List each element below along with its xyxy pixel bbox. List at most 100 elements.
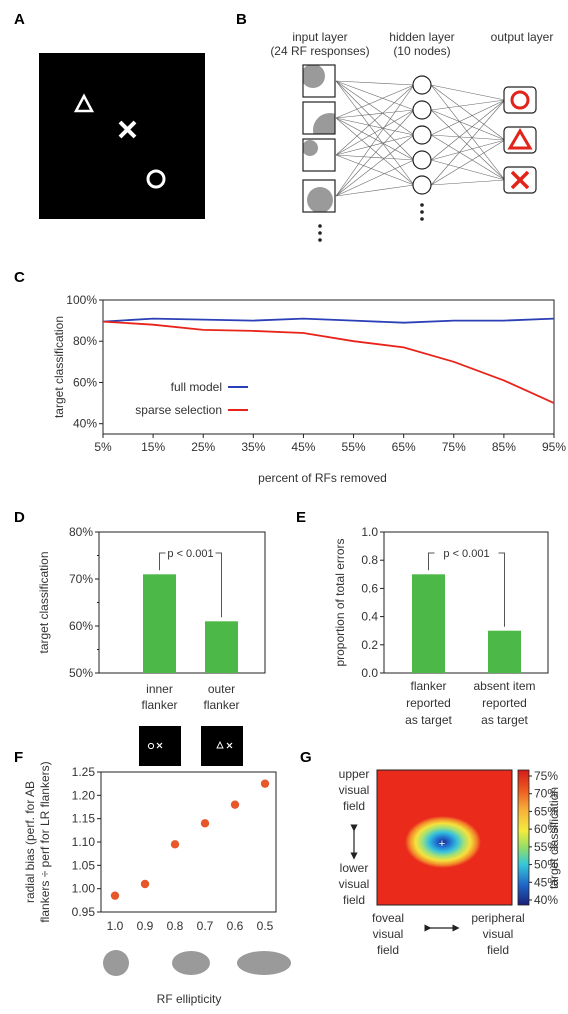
- x-icon: [118, 120, 137, 139]
- panel-label-f: F: [14, 749, 23, 766]
- connection-line: [430, 109, 506, 141]
- heatmap-frame: [376, 769, 513, 906]
- connection-line: [430, 109, 506, 181]
- ellipsis-dot: [420, 217, 424, 221]
- colorbar-tick-label: 60%: [534, 822, 558, 836]
- connection-line: [430, 179, 506, 186]
- input-layer-title: input layer: [292, 30, 347, 44]
- rf-shape: [237, 951, 291, 975]
- y-tick-label: 0.0: [361, 666, 378, 680]
- colorbar-tick-label: 40%: [534, 893, 558, 907]
- connection-line: [335, 154, 415, 186]
- bar: [143, 574, 176, 673]
- ellipsis-dot: [420, 210, 424, 214]
- rf-shape: [103, 950, 129, 976]
- visual-field-label: visual: [373, 927, 404, 941]
- input-node: [302, 101, 336, 135]
- x-tick-label: 95%: [542, 440, 566, 454]
- y-tick-label: 1.25: [72, 765, 96, 779]
- y-tick-label: 100%: [66, 293, 97, 307]
- connection-line: [335, 84, 415, 197]
- input-node: [302, 64, 336, 98]
- y-tick-label: 1.00: [72, 882, 96, 896]
- x-tick-label: 65%: [392, 440, 416, 454]
- ellipsis-dot: [420, 203, 424, 207]
- y-tick-label: 0.4: [361, 610, 378, 624]
- x-tick-label: 0.9: [137, 919, 154, 933]
- data-point: [110, 891, 120, 900]
- category-label: as target: [405, 713, 452, 727]
- connection-line: [430, 99, 506, 136]
- y-tick-label: 40%: [73, 417, 97, 431]
- x-icon: [156, 742, 163, 749]
- y-tick-label: 50%: [69, 666, 93, 680]
- y-axis-label: radial bias (perf. for AB: [23, 781, 37, 903]
- x-axis-label: percent of RFs removed: [258, 471, 387, 485]
- panel-label-b: B: [236, 11, 247, 28]
- rf-blob: [313, 113, 335, 134]
- visual-field-label: field: [377, 943, 399, 957]
- connection-line: [335, 109, 415, 156]
- connection-line: [430, 99, 506, 186]
- rf-blob: [307, 187, 333, 212]
- x-icon: [510, 170, 530, 190]
- circle-icon: [146, 169, 166, 189]
- connection-line: [430, 84, 506, 181]
- category-label: absent item: [473, 679, 535, 693]
- visual-field-label: visual: [483, 927, 514, 941]
- colorbar: [517, 769, 530, 906]
- triangle-icon: [73, 93, 95, 113]
- bar: [205, 621, 238, 673]
- y-tick-label: 0.2: [361, 638, 378, 652]
- rf-blob: [303, 65, 325, 88]
- visual-field-label: foveal: [372, 911, 404, 925]
- y-tick-label: 80%: [69, 525, 93, 539]
- connection-line: [430, 99, 506, 111]
- hidden-node: [412, 100, 432, 120]
- plot-frame: [100, 771, 277, 913]
- panel-label-a: A: [14, 11, 25, 28]
- y-tick-label: 0.6: [361, 581, 378, 595]
- hidden-node: [412, 75, 432, 95]
- category-label: flanker: [203, 698, 239, 712]
- connection-line: [430, 159, 506, 181]
- hidden-node: [412, 175, 432, 195]
- triangle-icon: [216, 740, 224, 749]
- category-label: outer: [208, 682, 235, 696]
- x-tick-label: 0.7: [197, 919, 214, 933]
- ellipsis-dot: [318, 224, 322, 228]
- y-tick-label: 1.05: [72, 858, 96, 872]
- panel-label-g: G: [300, 749, 312, 766]
- inner-flanker-stimulus: [139, 726, 181, 766]
- significance-bracket: [428, 552, 435, 571]
- connection-line: [430, 134, 506, 141]
- visual-field-label: visual: [339, 783, 370, 797]
- visual-field-label: lower: [340, 861, 369, 875]
- x-tick-label: 55%: [342, 440, 366, 454]
- significance-label: p < 0.001: [443, 548, 489, 560]
- colorbar-tick-label: 75%: [534, 769, 558, 783]
- plot-frame: [383, 531, 549, 674]
- rf-shape: [172, 951, 210, 975]
- triangle-icon: [507, 128, 533, 150]
- y-tick-label: 0.95: [72, 905, 96, 919]
- x-tick-label: 0.6: [227, 919, 244, 933]
- colorbar-tick-label: 55%: [534, 840, 558, 854]
- input-layer-subtitle: (24 RF responses): [270, 44, 369, 58]
- y-tick-label: 80%: [73, 334, 97, 348]
- panel-d-bar-chart: 50% 60% 70% 80% inner flanker outer flanker p < …: [37, 525, 266, 766]
- category-label: as target: [481, 713, 528, 727]
- y-tick-label: 60%: [69, 619, 93, 633]
- x-tick-label: 25%: [191, 440, 215, 454]
- category-label: reported: [406, 696, 451, 710]
- category-label: flanker: [141, 698, 177, 712]
- data-point: [230, 800, 240, 809]
- hidden-layer-subtitle: (10 nodes): [393, 44, 450, 58]
- connection-line: [335, 159, 415, 197]
- category-label: reported: [482, 696, 527, 710]
- colorbar-label: target classification: [547, 787, 561, 889]
- output-layer-title: output layer: [491, 30, 554, 44]
- hidden-layer-title: hidden layer: [389, 30, 454, 44]
- hidden-node: [412, 125, 432, 145]
- x-tick-label: 5%: [94, 440, 112, 454]
